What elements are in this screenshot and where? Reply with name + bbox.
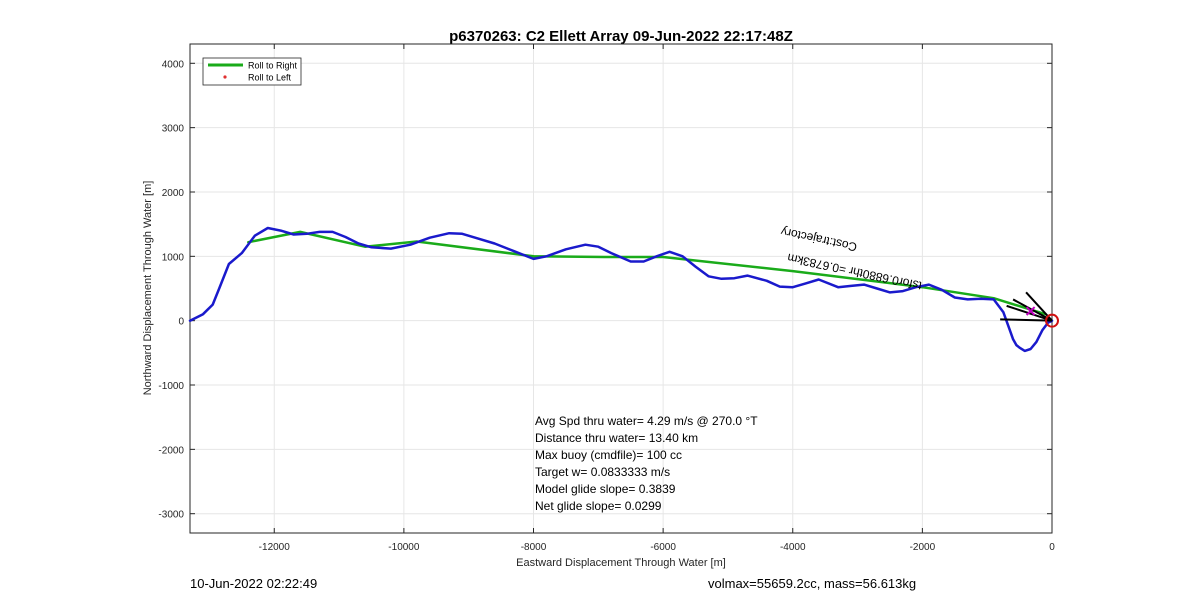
current-position-marker — [1025, 306, 1036, 316]
x-tick-label: -10000 — [388, 542, 420, 553]
series-layer — [188, 226, 1054, 353]
chart-title: p6370263: C2 Ellett Array 09-Jun-2022 22… — [449, 28, 793, 45]
x-tick-label: 0 — [1049, 542, 1055, 553]
x-tick-label: -12000 — [259, 542, 291, 553]
x-tick-label: -2000 — [910, 542, 936, 553]
heading-line — [1000, 318, 1053, 322]
marker-layer — [1000, 291, 1059, 328]
y-tick-label: 0 — [178, 317, 184, 328]
x-axis-label: Eastward Displacement Through Water [m] — [516, 557, 726, 569]
stats-line: Model glide slope= 0.3839 — [535, 482, 676, 496]
y-axis-label: Northward Displacement Through Water [m] — [142, 181, 154, 396]
x-tick-label: -6000 — [650, 542, 676, 553]
legend: Roll to Right Roll to Left — [202, 57, 302, 86]
footer-info: volmax=55659.2cc, mass=56.613kg — [708, 576, 917, 591]
footer-date: 10-Jun-2022 02:22:49 — [190, 576, 318, 591]
stats-line: Avg Spd thru water= 4.29 m/s @ 270.0 °T — [535, 414, 758, 428]
series-line-roll-to-right — [247, 230, 1047, 316]
y-tick-label: -2000 — [158, 445, 184, 456]
grid — [190, 44, 1053, 533]
y-tick-label: 4000 — [162, 59, 185, 70]
stats-block: Avg Spd thru water= 4.29 m/s @ 270.0 °T D… — [535, 414, 758, 513]
y-tick-label: 1000 — [162, 252, 185, 263]
stats-line: Target w= 0.0833333 m/s — [535, 465, 670, 479]
legend-label: Roll to Left — [248, 73, 292, 83]
legend-swatch-dot — [223, 75, 227, 79]
end-position-circle — [1045, 313, 1059, 328]
y-tick-label: 2000 — [162, 188, 185, 199]
x-tick-label: -4000 — [780, 542, 806, 553]
y-tick-label: 3000 — [162, 124, 185, 135]
trajectory-annotation: Cost:trajectory — [780, 224, 859, 254]
legend-box — [202, 57, 302, 86]
y-tick-label: -1000 — [158, 381, 184, 392]
tick-marks: -12000 -10000 -8000 -6000 -4000 -2000 0-3000-2… — [158, 44, 1055, 553]
x-tick-label: -8000 — [521, 542, 547, 553]
y-tick-label: -3000 — [158, 510, 184, 521]
legend-label: Roll to Right — [248, 61, 298, 71]
plot-frame — [189, 43, 1053, 534]
series-line-track — [188, 226, 1054, 353]
stats-line: Distance thru water= 13.40 km — [535, 431, 698, 445]
stats-line: Net glide slope= 0.0299 — [535, 499, 662, 513]
stats-line: Max buoy (cmdfile)= 100 cc — [535, 448, 682, 462]
